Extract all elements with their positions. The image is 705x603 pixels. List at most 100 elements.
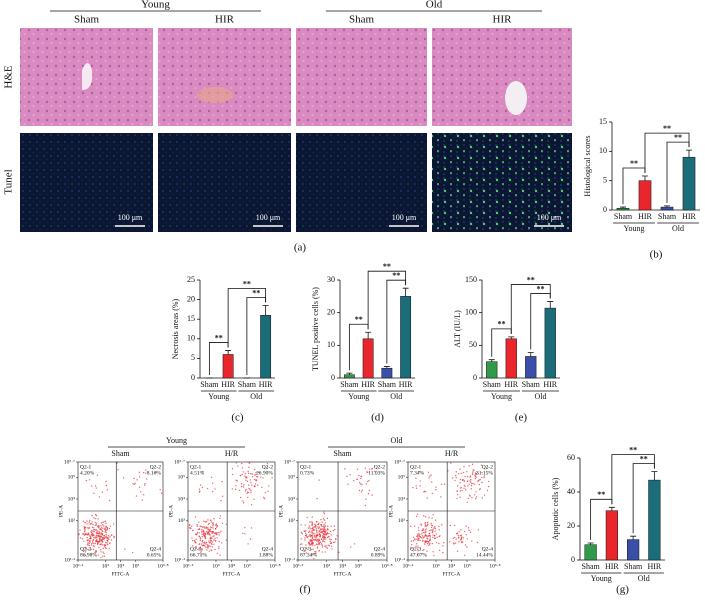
event-dot bbox=[205, 543, 207, 545]
event-dot bbox=[315, 528, 318, 530]
y-tick-label: 40 bbox=[567, 487, 575, 496]
event-dot bbox=[475, 473, 478, 475]
event-dot bbox=[201, 548, 203, 551]
event-dot bbox=[310, 548, 312, 551]
he-image bbox=[432, 28, 572, 126]
event-dot bbox=[205, 521, 208, 523]
event-dot bbox=[463, 530, 466, 533]
event-dot bbox=[323, 511, 325, 513]
event-dot bbox=[95, 529, 97, 531]
quadrant-percent: 26.90% bbox=[256, 470, 273, 476]
event-dot bbox=[304, 532, 307, 535]
event-dot bbox=[432, 513, 434, 516]
significance-label: ** bbox=[252, 288, 260, 297]
event-dot bbox=[481, 481, 483, 484]
event-dot bbox=[109, 536, 111, 538]
event-dot bbox=[194, 541, 196, 543]
event-dot bbox=[221, 542, 223, 544]
event-dot bbox=[308, 535, 310, 537]
y-axis-label: Necrosis areas (%) bbox=[171, 298, 180, 359]
event-dot bbox=[468, 483, 470, 485]
event-dot bbox=[191, 525, 193, 527]
event-dot bbox=[314, 533, 316, 535]
y-tick-label: 10¹·² bbox=[64, 557, 75, 563]
event-dot bbox=[250, 527, 253, 529]
significance-bracket bbox=[367, 270, 407, 330]
event-dot bbox=[251, 476, 254, 478]
event-dot bbox=[424, 521, 427, 524]
event-dot bbox=[316, 498, 318, 500]
event-dot bbox=[307, 527, 309, 529]
category-label: HIR bbox=[605, 562, 619, 571]
event-dot bbox=[208, 542, 211, 544]
error-bar bbox=[686, 149, 692, 158]
scale-bar-label: 100 μm bbox=[256, 213, 281, 222]
event-dot bbox=[264, 492, 267, 494]
x-tick-label: 10¹·² bbox=[293, 563, 304, 569]
event-dot bbox=[456, 497, 458, 500]
event-dot bbox=[240, 496, 242, 499]
y-tick-label: 10¹·² bbox=[394, 557, 405, 563]
event-dot bbox=[201, 486, 204, 489]
event-dot bbox=[338, 551, 340, 553]
event-dot bbox=[209, 538, 212, 540]
event-dot bbox=[89, 523, 91, 525]
event-dot bbox=[424, 541, 427, 543]
event-dot bbox=[251, 484, 253, 486]
event-dot bbox=[103, 552, 105, 555]
scale-bar-label: 100 μm bbox=[392, 213, 417, 222]
quadrant-percent: 66.71% bbox=[190, 552, 207, 558]
event-dot bbox=[316, 534, 318, 537]
significance-label: ** bbox=[674, 133, 682, 142]
event-dot bbox=[434, 530, 436, 532]
event-dot bbox=[424, 534, 427, 536]
event-dot bbox=[311, 542, 313, 544]
event-dot bbox=[308, 530, 311, 532]
event-dot bbox=[262, 477, 264, 479]
event-dot bbox=[131, 551, 134, 554]
event-dot bbox=[100, 556, 102, 559]
event-dot bbox=[103, 538, 105, 540]
event-dot bbox=[476, 541, 479, 544]
quadrant-name: Q2-4 bbox=[262, 546, 274, 552]
event-dot bbox=[201, 544, 204, 547]
y-tick-label: 10¹·² bbox=[174, 557, 185, 563]
event-dot bbox=[90, 544, 93, 546]
event-dot bbox=[481, 497, 484, 499]
error-bar bbox=[488, 359, 495, 362]
event-dot bbox=[456, 494, 459, 496]
event-dot bbox=[93, 536, 95, 539]
event-dot bbox=[472, 471, 474, 473]
y-tick-label: 25 bbox=[187, 275, 195, 284]
event-dot bbox=[208, 529, 211, 532]
event-dot bbox=[253, 485, 256, 487]
event-dot bbox=[421, 529, 424, 531]
tunel-image bbox=[296, 133, 427, 232]
event-dot bbox=[247, 470, 249, 473]
event-dot bbox=[427, 471, 430, 474]
event-dot bbox=[93, 527, 95, 529]
x-axis-label: FITC-A bbox=[334, 571, 352, 577]
group-label: Young bbox=[141, 0, 170, 11]
event-dot bbox=[189, 523, 191, 526]
event-dot bbox=[240, 482, 243, 485]
event-dot bbox=[453, 524, 456, 527]
event-dot bbox=[103, 544, 105, 546]
event-dot bbox=[142, 471, 145, 474]
event-dot bbox=[471, 463, 474, 466]
significance-label: ** bbox=[243, 279, 251, 288]
category-label: Sham bbox=[200, 380, 219, 389]
event-dot bbox=[97, 525, 99, 528]
event-dot bbox=[463, 480, 465, 482]
event-dot bbox=[460, 537, 463, 540]
event-dot bbox=[464, 489, 467, 491]
event-dot bbox=[315, 543, 318, 546]
event-dot bbox=[202, 533, 205, 535]
event-dot bbox=[101, 491, 104, 493]
event-dot bbox=[459, 487, 462, 489]
event-dot bbox=[87, 532, 90, 534]
bar bbox=[627, 539, 640, 561]
event-dot bbox=[434, 519, 437, 521]
event-dot bbox=[453, 543, 455, 545]
event-dot bbox=[197, 521, 200, 523]
